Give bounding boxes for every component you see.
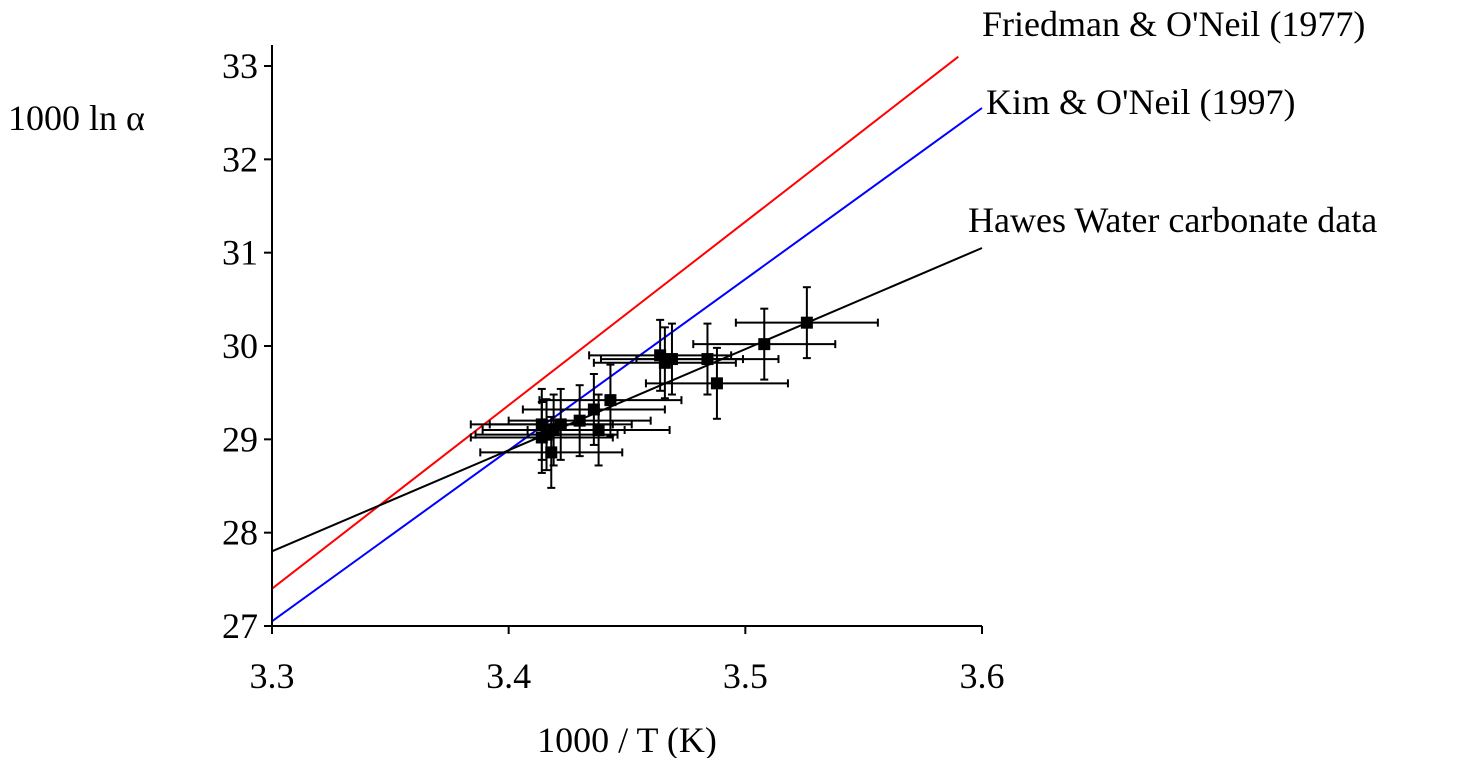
point-marker: [800, 316, 813, 329]
point-marker: [654, 349, 667, 362]
y-tick-label: 31: [222, 233, 258, 273]
ticks: 3.3 3.4 3.5 3.6 27 28 29 30 31 32 33: [222, 46, 1005, 696]
point-marker: [604, 394, 617, 407]
series-label-0: Friedman & O'Neil (1977): [982, 4, 1365, 44]
y-tick-label: 28: [222, 513, 258, 553]
y-tick-label: 32: [222, 139, 258, 179]
x-tick-label: 3.3: [250, 656, 295, 696]
series-label-2: Hawes Water carbonate data: [968, 200, 1377, 240]
series-label-1: Kim & O'Neil (1997): [986, 82, 1295, 122]
fit-lines: [271, 55, 983, 623]
y-tick-label: 29: [222, 419, 258, 459]
data-point: [588, 318, 733, 392]
data-points: [469, 286, 879, 489]
point-marker: [545, 446, 558, 459]
series-line-0: [271, 55, 959, 590]
data-point: [692, 307, 837, 381]
y-axis-title: 1000 ln α: [8, 98, 145, 138]
point-marker: [758, 338, 771, 351]
x-axis-title: 1000 / T (K): [537, 720, 717, 758]
point-marker: [587, 403, 600, 416]
y-tick-label: 27: [222, 606, 258, 646]
series-line-1: [271, 107, 983, 623]
point-marker: [535, 431, 548, 444]
y-tick-label: 30: [222, 326, 258, 366]
data-point: [507, 384, 652, 458]
point-marker: [710, 377, 723, 390]
x-tick-label: 3.6: [960, 656, 1005, 696]
x-tick-label: 3.5: [723, 656, 768, 696]
data-point: [734, 286, 879, 360]
x-tick-label: 3.4: [486, 656, 531, 696]
data-point: [644, 346, 789, 420]
line-labels: Friedman & O'Neil (1977) Kim & O'Neil (19…: [968, 4, 1377, 240]
axes: [271, 45, 982, 627]
data-point: [469, 401, 614, 474]
y-tick-label: 33: [222, 46, 258, 86]
